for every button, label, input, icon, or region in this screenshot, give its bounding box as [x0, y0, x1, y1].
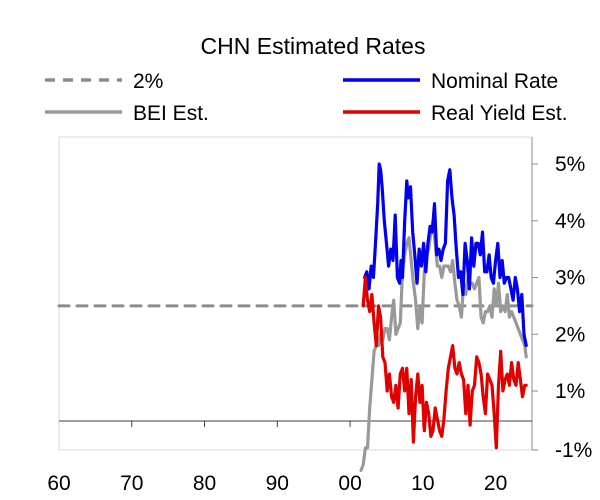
legend: 2% Nominal Rate BEI Est. Real Yield Est. [45, 70, 568, 125]
x-tick-label: 90 [266, 472, 289, 495]
series-layer [57, 162, 534, 472]
series-line-bei [359, 219, 528, 472]
x-tick-label: 00 [338, 472, 361, 495]
x-tick-label: 20 [484, 472, 507, 495]
x-tick-label: 10 [411, 472, 434, 495]
chart-title: CHN Estimated Rates [201, 33, 426, 59]
legend-label-nominal: Nominal Rate [431, 70, 558, 93]
x-tick-label: 80 [193, 472, 216, 495]
series-line-real [361, 275, 528, 450]
x-tick-group: 60 70 80 90 00 10 20 [47, 421, 507, 495]
y-tick-label: 4% [555, 210, 585, 233]
legend-label-real: Real Yield Est. [431, 102, 568, 125]
y-tick-label: 3% [555, 267, 585, 290]
legend-item-2pct: 2% [45, 70, 163, 93]
y-tick-group: -1% 1% 2% 3% 4% 5% [532, 153, 592, 462]
legend-item-nominal: Nominal Rate [343, 70, 558, 93]
y-tick-label: 1% [555, 380, 585, 403]
legend-label-bei: BEI Est. [133, 102, 209, 125]
x-tick-label: 60 [47, 472, 70, 495]
y-tick-label: -1% [555, 439, 592, 462]
y-tick-label: 2% [555, 323, 585, 346]
series-line-nominal [363, 162, 528, 348]
plot-area [58, 136, 533, 451]
legend-item-bei: BEI Est. [45, 102, 209, 125]
y-tick-label: 5% [555, 153, 585, 176]
legend-label-2pct: 2% [133, 70, 163, 93]
legend-item-real: Real Yield Est. [343, 102, 568, 125]
x-tick-label: 70 [120, 472, 143, 495]
